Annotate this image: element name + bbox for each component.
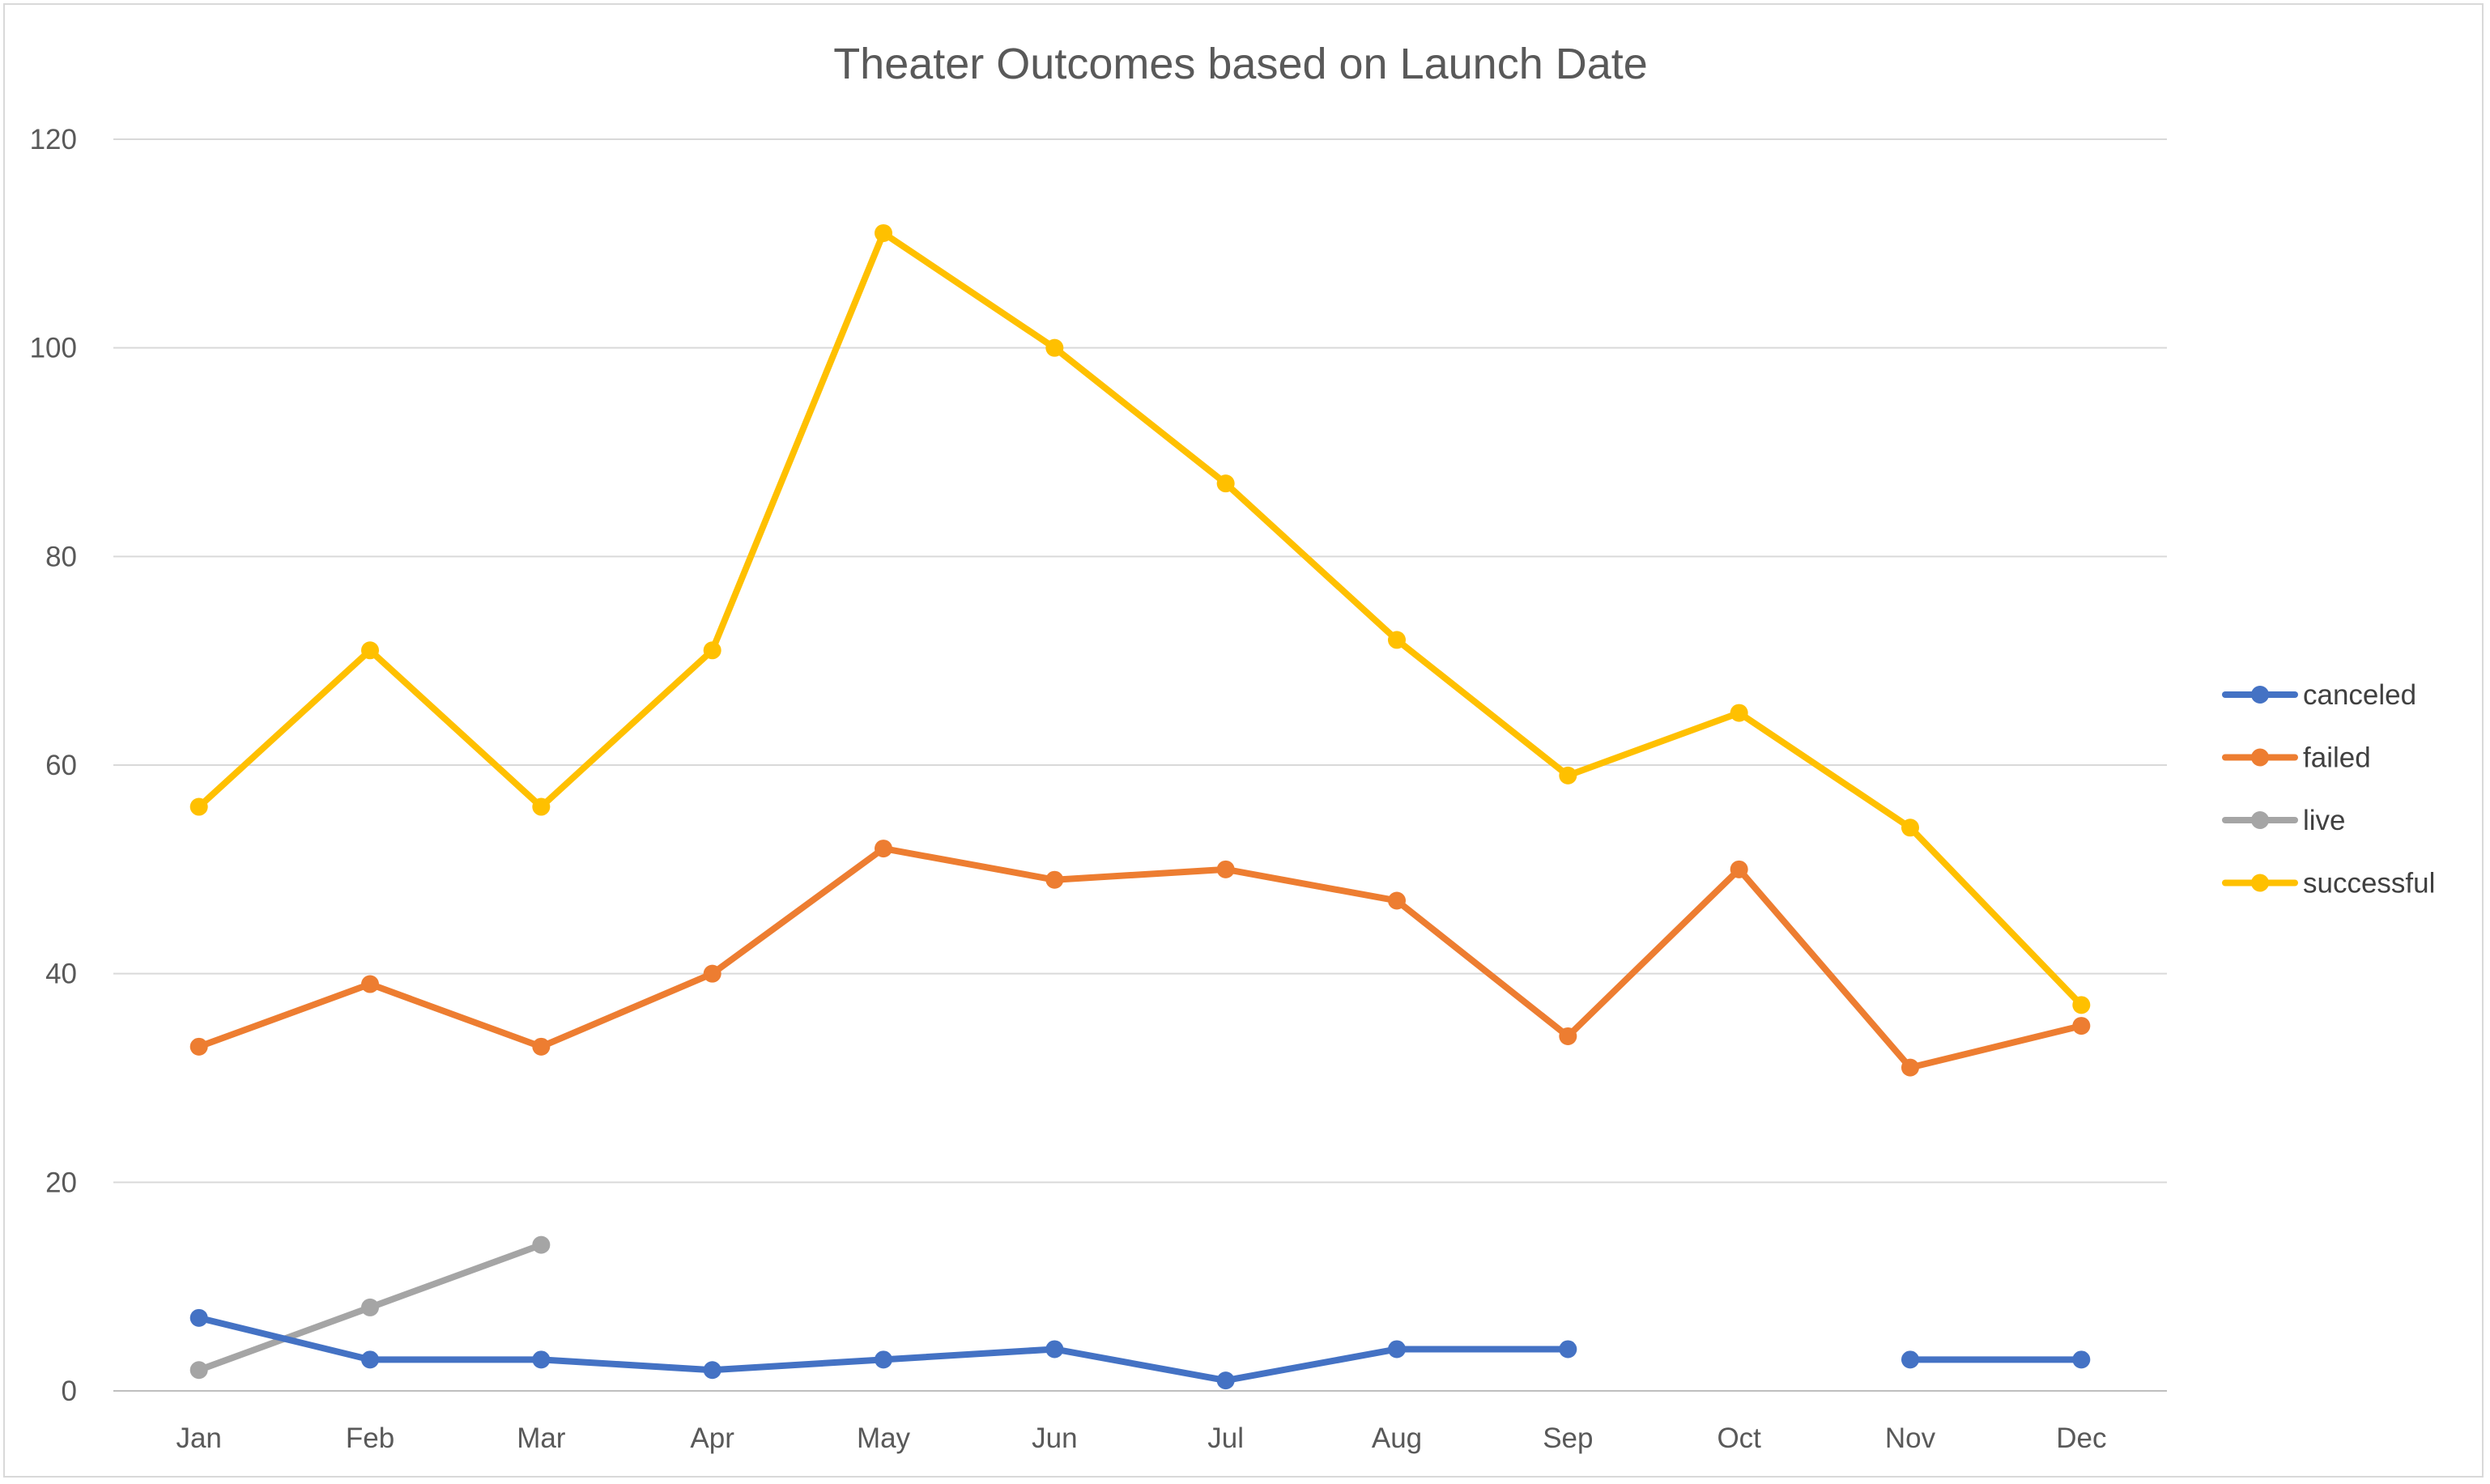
data-point-successful bbox=[532, 797, 551, 816]
data-point-successful bbox=[2072, 996, 2091, 1014]
series-line-failed bbox=[195, 845, 2085, 1071]
series-failed bbox=[189, 840, 2091, 1077]
legend-item-successful: successful bbox=[2222, 868, 2435, 899]
data-point-failed bbox=[361, 975, 379, 993]
y-tick-label: 40 bbox=[45, 959, 77, 990]
data-point-failed bbox=[532, 1037, 551, 1056]
series-successful bbox=[189, 223, 2091, 1014]
x-tick-label: Jun bbox=[1032, 1422, 1077, 1454]
legend-label: live bbox=[2303, 805, 2346, 836]
data-point-failed bbox=[875, 840, 892, 858]
legend-swatch-marker bbox=[2251, 874, 2269, 892]
y-axis-ticks: 0 20 40 60 80 100 120 bbox=[30, 124, 77, 1407]
legend-label: failed bbox=[2303, 742, 2371, 774]
data-point-failed bbox=[1559, 1027, 1577, 1045]
data-point-successful bbox=[875, 223, 892, 242]
data-point-live bbox=[532, 1235, 551, 1254]
data-point-failed bbox=[703, 964, 721, 983]
data-point-successful bbox=[1730, 704, 1748, 722]
data-point-successful bbox=[1216, 474, 1235, 493]
data-point-failed bbox=[1901, 1058, 1919, 1077]
data-point-failed bbox=[2072, 1017, 2091, 1035]
chart-title: Theater Outcomes based on Launch Date bbox=[833, 40, 1648, 88]
data-point-successful bbox=[703, 641, 721, 660]
legend-label: successful bbox=[2303, 868, 2435, 899]
x-tick-label: Jul bbox=[1207, 1422, 1244, 1454]
y-tick-label: 100 bbox=[30, 333, 77, 364]
data-point-live bbox=[189, 1361, 208, 1380]
y-tick-label: 80 bbox=[45, 541, 77, 572]
data-point-live bbox=[361, 1298, 379, 1316]
data-point-failed bbox=[1388, 891, 1406, 910]
x-tick-label: May bbox=[857, 1422, 911, 1454]
y-tick-label: 20 bbox=[45, 1167, 77, 1198]
series-canceled bbox=[189, 1308, 2091, 1390]
series-line-canceled bbox=[195, 1314, 1572, 1384]
data-point-canceled bbox=[1559, 1340, 1577, 1359]
series-line-successful bbox=[195, 229, 2085, 1009]
x-tick-label: Feb bbox=[346, 1422, 394, 1454]
x-tick-label: Dec bbox=[2056, 1422, 2106, 1454]
data-point-canceled bbox=[875, 1350, 892, 1369]
gridlines bbox=[113, 138, 2167, 1392]
legend: canceled failed live successful bbox=[2222, 679, 2435, 899]
data-point-canceled bbox=[2072, 1350, 2091, 1369]
data-point-successful bbox=[189, 797, 208, 816]
legend-swatch-marker bbox=[2251, 686, 2269, 704]
y-tick-label: 60 bbox=[45, 750, 77, 781]
data-point-canceled bbox=[1045, 1340, 1064, 1359]
x-tick-label: Jan bbox=[176, 1422, 221, 1454]
data-point-failed bbox=[1045, 870, 1064, 889]
x-tick-label: Nov bbox=[1885, 1422, 1936, 1454]
x-tick-label: Oct bbox=[1717, 1422, 1761, 1454]
x-tick-label: Mar bbox=[517, 1422, 566, 1454]
x-tick-label: Aug bbox=[1372, 1422, 1422, 1454]
data-point-successful bbox=[1388, 631, 1406, 649]
data-point-successful bbox=[1045, 338, 1064, 357]
y-tick-label: 120 bbox=[30, 124, 77, 155]
data-point-canceled bbox=[189, 1308, 208, 1327]
x-tick-label: Sep bbox=[1543, 1422, 1593, 1454]
legend-item-failed: failed bbox=[2222, 742, 2371, 774]
legend-item-canceled: canceled bbox=[2222, 679, 2416, 711]
series-lines bbox=[189, 223, 2091, 1390]
data-point-canceled bbox=[532, 1350, 551, 1369]
data-point-canceled bbox=[703, 1361, 721, 1380]
y-tick-label: 0 bbox=[62, 1376, 77, 1407]
data-point-canceled bbox=[1216, 1371, 1235, 1390]
data-point-failed bbox=[1216, 860, 1235, 878]
data-point-successful bbox=[1559, 766, 1577, 785]
legend-swatch-marker bbox=[2251, 748, 2269, 767]
x-tick-label: Apr bbox=[690, 1422, 734, 1454]
legend-item-live: live bbox=[2222, 805, 2346, 836]
chart-frame bbox=[3, 3, 2484, 1478]
x-axis-ticks: Jan Feb Mar Apr May Jun Jul Aug Sep Oct Nov Dec bbox=[176, 1422, 2106, 1454]
series-live bbox=[189, 1235, 551, 1380]
legend-swatch-marker bbox=[2251, 811, 2269, 829]
data-point-failed bbox=[1730, 860, 1748, 878]
data-point-successful bbox=[361, 641, 379, 660]
data-point-successful bbox=[1901, 819, 1919, 837]
data-point-failed bbox=[189, 1037, 208, 1056]
data-point-canceled bbox=[361, 1350, 379, 1369]
legend-label: canceled bbox=[2303, 679, 2416, 711]
data-point-canceled bbox=[1901, 1350, 1919, 1369]
data-point-canceled bbox=[1388, 1340, 1406, 1359]
